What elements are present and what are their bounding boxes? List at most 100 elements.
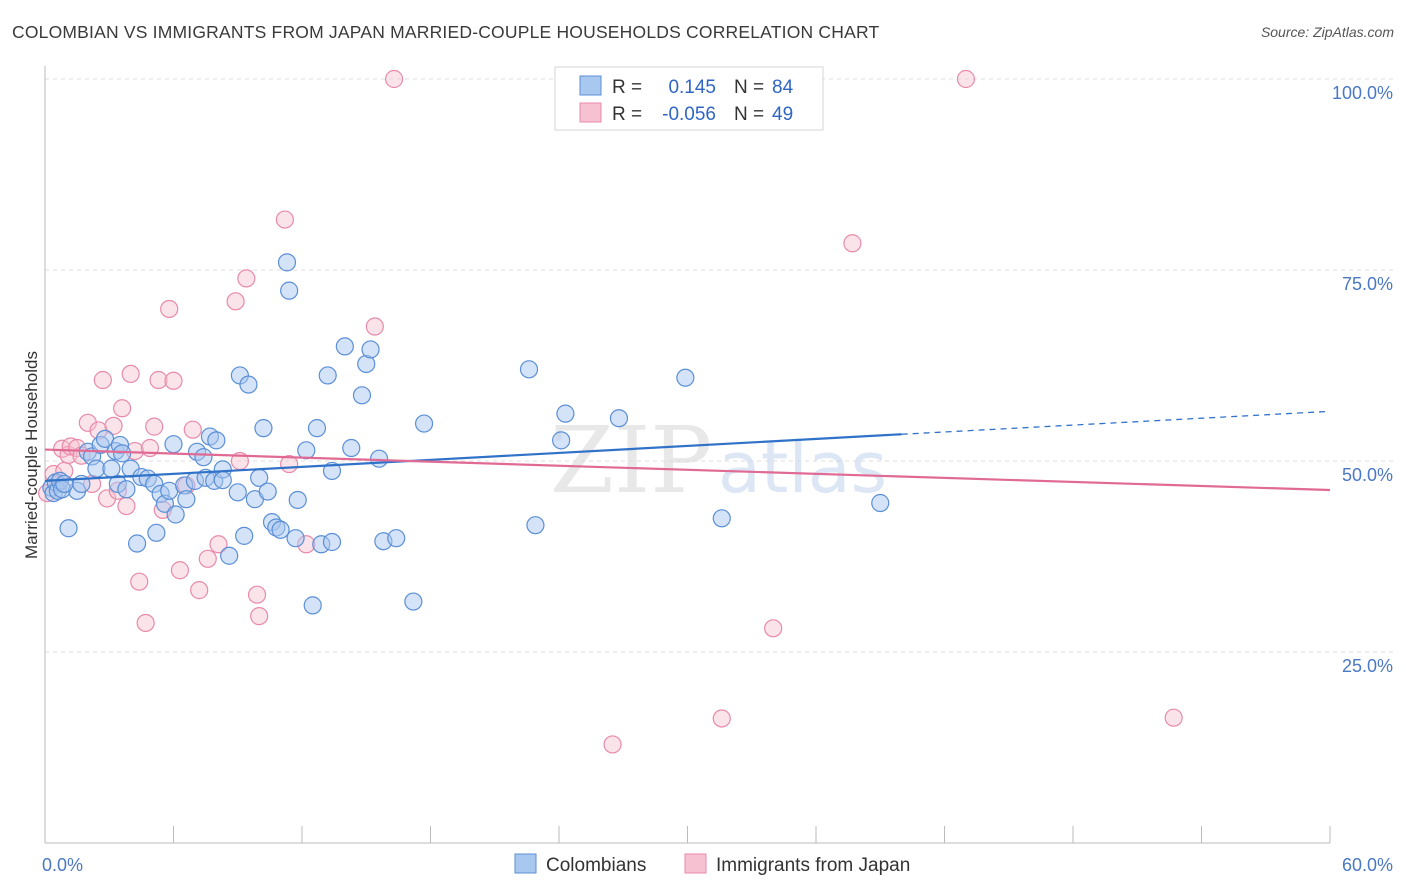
y-tick-labels: 25.0% 50.0% 75.0% 100.0% (1332, 83, 1393, 676)
data-point-immigrants-from-japan (843, 234, 862, 253)
x-tick-label: 0.0% (42, 855, 83, 875)
data-point-colombians (322, 461, 342, 481)
data-point-colombians (556, 404, 575, 423)
data-point-immigrants-from-japan (764, 619, 783, 638)
legend-n-label: N = (734, 77, 764, 98)
bottom-legend-immigrants-from-japan: Immigrants from Japan (716, 855, 910, 876)
data-point-colombians (177, 490, 196, 509)
legend-r-label: R = (612, 104, 642, 125)
data-point-immigrants-from-japan (190, 581, 209, 600)
data-point-colombians (235, 526, 254, 545)
data-point-immigrants-from-japan (603, 735, 622, 754)
data-point-colombians (220, 546, 239, 565)
data-point-immigrants-from-japan (250, 606, 269, 626)
data-point-immigrants-from-japan (164, 371, 183, 390)
data-point-colombians (166, 505, 185, 524)
data-point-colombians (228, 483, 247, 502)
data-point-immigrants-from-japan (1164, 708, 1183, 727)
grid (45, 78, 1393, 653)
legend-r-value: 0.145 (668, 77, 716, 98)
data-point-colombians (286, 529, 305, 548)
data-point-colombians (352, 386, 372, 405)
legend-swatch-colombians (579, 75, 602, 96)
data-point-immigrants-from-japan (130, 572, 149, 591)
legend-n-label: N = (734, 104, 764, 125)
data-point-colombians (342, 438, 361, 458)
data-point-immigrants-from-japan (956, 69, 976, 89)
data-point-colombians (213, 471, 232, 490)
data-point-colombians (271, 520, 290, 539)
watermark-zip: ZIP (550, 407, 712, 514)
watermark: ZIP atlas (550, 407, 887, 514)
bottom-legend-swatch-colombians (514, 853, 537, 874)
data-point-colombians (322, 532, 342, 552)
data-point-colombians (117, 480, 136, 499)
data-point-colombians (370, 449, 389, 468)
data-point-colombians (676, 368, 695, 387)
legend-n-value: 84 (772, 77, 794, 98)
y-tick-label: 100.0% (1332, 83, 1393, 103)
data-point-colombians (297, 441, 316, 460)
data-point-colombians (871, 493, 890, 513)
trend-line-colombians (44, 433, 902, 482)
data-point-colombians (59, 519, 78, 538)
data-point-colombians (307, 419, 327, 438)
data-point-immigrants-from-japan (160, 299, 179, 319)
data-point-colombians (404, 592, 423, 611)
data-point-immigrants-from-japan (275, 210, 294, 229)
data-point-immigrants-from-japan (145, 417, 164, 436)
data-point-colombians (526, 516, 545, 535)
data-point-colombians (335, 337, 354, 356)
data-point-colombians (254, 419, 273, 438)
legend-n-value: 49 (772, 104, 793, 125)
data-point-immigrants-from-japan (198, 549, 217, 568)
data-point-colombians (239, 375, 258, 394)
bottom-legend-swatch-immigrants-from-japan (684, 853, 707, 874)
data-point-immigrants-from-japan (136, 613, 155, 633)
data-point-immigrants-from-japan (237, 269, 256, 288)
data-point-immigrants-from-japan (712, 709, 731, 728)
data-point-colombians (207, 431, 226, 450)
data-point-colombians (112, 444, 132, 463)
y-tick-label: 75.0% (1342, 274, 1393, 294)
data-point-colombians (361, 340, 380, 359)
data-point-colombians (712, 509, 731, 528)
y-tick-label: 50.0% (1342, 465, 1393, 485)
legend: R = 0.145 N = 84 R = -0.056 N = 49 (554, 66, 824, 131)
trend-line-immigrants-from-japan (44, 448, 1331, 492)
trend-line-colombians-extension (901, 410, 1331, 435)
data-point-colombians (387, 529, 406, 548)
data-point-immigrants-from-japan (117, 496, 136, 516)
data-point-immigrants-from-japan (104, 416, 123, 435)
axes (44, 66, 1331, 844)
data-point-colombians (258, 482, 277, 501)
data-point-colombians (609, 409, 629, 428)
series-colombians (42, 253, 890, 615)
data-point-colombians (519, 360, 539, 379)
source-label: Source: ZipAtlas.com (1260, 24, 1394, 40)
data-point-immigrants-from-japan (226, 292, 245, 311)
data-point-colombians (552, 431, 571, 450)
x-tick-labels: 0.0% 60.0% (42, 855, 1393, 875)
x-tick-label: 60.0% (1342, 855, 1393, 875)
bottom-legend-colombians: Colombians (546, 855, 646, 876)
data-point-colombians (288, 490, 307, 510)
data-point-immigrants-from-japan (149, 370, 168, 390)
data-point-colombians (102, 459, 121, 478)
data-point-colombians (147, 523, 166, 542)
y-tick-label: 25.0% (1342, 656, 1393, 676)
data-point-colombians (277, 253, 297, 272)
data-point-colombians (194, 448, 213, 467)
data-point-colombians (303, 596, 322, 615)
y-axis-label: Married-couple Households (22, 351, 41, 559)
data-point-immigrants-from-japan (93, 370, 112, 390)
legend-swatch-immigrants-from-japan (579, 102, 602, 123)
data-point-colombians (55, 474, 74, 494)
legend-r-label: R = (612, 77, 642, 98)
chart-title: COLOMBIAN VS IMMIGRANTS FROM JAPAN MARRI… (12, 22, 880, 42)
data-point-immigrants-from-japan (247, 585, 267, 604)
bottom-legend: Colombians Immigrants from Japan (514, 853, 910, 876)
data-point-colombians (164, 435, 183, 454)
data-point-colombians (127, 534, 147, 553)
data-point-immigrants-from-japan (183, 420, 202, 439)
